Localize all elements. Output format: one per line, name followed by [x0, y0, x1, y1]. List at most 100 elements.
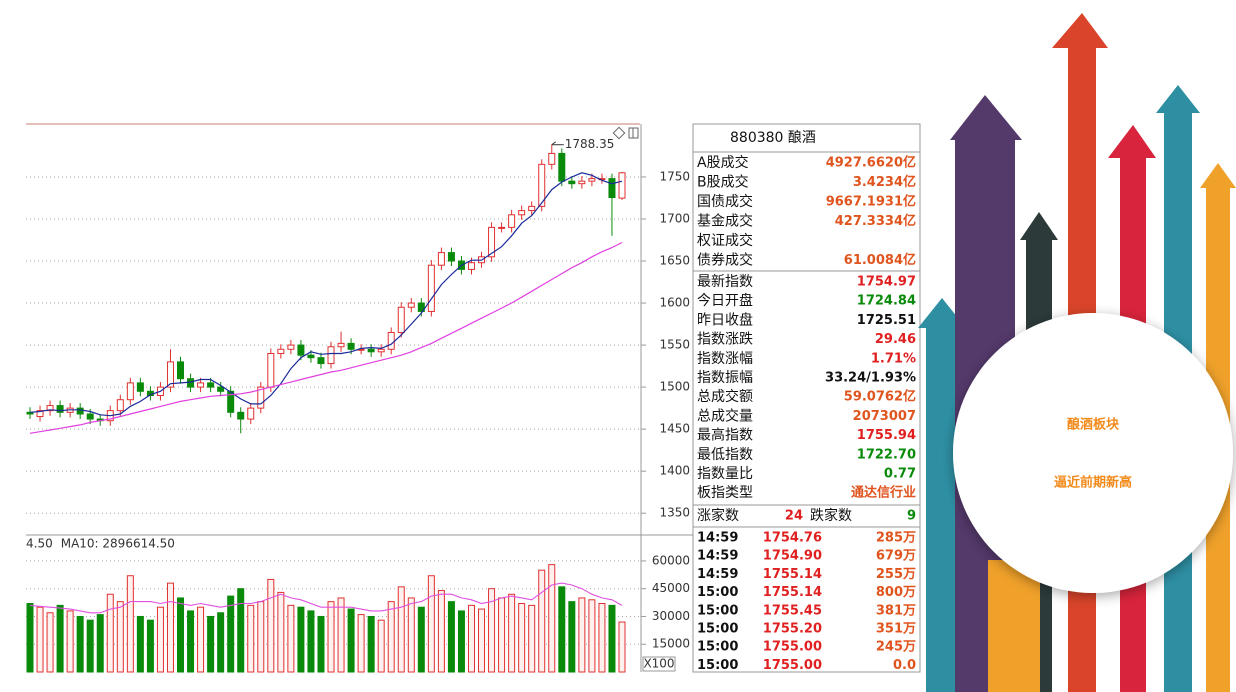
candle-body — [447, 252, 455, 262]
volume-bar — [508, 593, 516, 673]
row-label: 指数涨幅 — [697, 351, 753, 367]
volume-bar — [467, 604, 475, 673]
tick-volume: 255万 — [876, 567, 916, 582]
tick-volume: 351万 — [876, 622, 916, 637]
volume-bar — [447, 601, 455, 673]
volume-bar — [518, 603, 526, 673]
volume-bar — [618, 621, 626, 673]
row-label: 指数量比 — [697, 466, 753, 482]
annotation-arrow — [551, 141, 557, 146]
breadth-label: 涨家数 — [697, 507, 739, 524]
icon-diamond[interactable] — [612, 126, 626, 140]
row-label: 板指类型 — [697, 485, 753, 501]
candle-body — [558, 152, 566, 182]
y-tick-label: 1350 — [659, 506, 690, 520]
tick-price: 1754.76 — [763, 531, 822, 546]
volume-bar — [197, 606, 205, 673]
y-tick-label: 1450 — [659, 422, 690, 436]
candle-body — [177, 361, 185, 380]
volume-bar — [357, 614, 365, 673]
banner-circle — [953, 313, 1233, 593]
volume-bar — [287, 604, 295, 673]
row-value: 1.71% — [871, 351, 916, 366]
tick-time: 15:00 — [697, 658, 738, 673]
volume-bar — [277, 591, 285, 673]
tick-price: 1755.00 — [763, 658, 822, 673]
candle-body — [337, 342, 345, 348]
volume-bar — [377, 619, 385, 673]
candle-body — [257, 386, 265, 409]
candle-body — [327, 346, 335, 365]
candle-body — [528, 205, 536, 212]
volume-bar — [347, 608, 355, 673]
candle-body — [498, 226, 506, 229]
annotation: 1788.35 — [565, 137, 615, 151]
candle-body — [26, 411, 34, 415]
tick-volume: 679万 — [876, 549, 916, 564]
tick-time: 15:00 — [697, 640, 738, 655]
volume-bar — [227, 595, 235, 673]
candle-body — [568, 180, 576, 185]
axis-unit: X100 — [643, 657, 674, 671]
row-value: 61.0084亿 — [844, 252, 916, 268]
candle-body — [427, 264, 435, 312]
row-value: 1725.51 — [857, 313, 916, 328]
volume-bar — [578, 597, 586, 673]
row-label: 国债成交 — [697, 193, 753, 210]
volume-ma-line — [29, 582, 623, 614]
candle-body — [197, 382, 205, 388]
candle-body — [46, 405, 54, 412]
candle-body — [247, 407, 255, 420]
candle-body — [307, 354, 315, 359]
volume-bar — [46, 612, 54, 673]
volume-bar — [488, 588, 496, 673]
volume-bar — [457, 610, 465, 673]
volume-bar — [568, 601, 576, 673]
volume-bar — [116, 601, 124, 673]
candle-body — [347, 342, 355, 350]
volume-bar — [36, 606, 44, 673]
row-label: 最高指数 — [697, 427, 753, 444]
candle-body — [588, 178, 596, 182]
volume-bar — [166, 582, 174, 673]
tick-volume: 0.0 — [893, 658, 916, 673]
row-label: 昨日收盘 — [697, 311, 753, 328]
candle-body — [578, 180, 586, 185]
volume-bar — [427, 575, 435, 673]
candle-body — [377, 348, 385, 353]
tick-price: 1755.45 — [763, 603, 822, 618]
volume-bar — [608, 604, 616, 673]
volume-bar — [297, 606, 305, 673]
candle-body — [187, 378, 195, 388]
volume-bar — [387, 601, 395, 673]
volume-bar — [106, 593, 114, 673]
toolbar-icons[interactable] — [612, 126, 639, 140]
volume-bar — [146, 619, 154, 673]
volume-bar — [307, 610, 315, 673]
tick-volume: 285万 — [876, 531, 916, 546]
row-value: 2073007 — [853, 409, 916, 424]
volume-bar — [86, 619, 94, 673]
banner-line: 逼近前期新高 — [1054, 475, 1132, 491]
candle-body — [76, 407, 84, 415]
row-value: 1724.84 — [857, 294, 916, 309]
candle-body — [287, 344, 295, 350]
arrow — [918, 298, 966, 692]
volume-bar — [498, 597, 506, 673]
y-tick-label: 1550 — [659, 338, 690, 352]
legend-entry: 4.50 — [26, 537, 53, 551]
tick-volume: 800万 — [876, 585, 916, 600]
row-value: 427.3334亿 — [835, 213, 916, 229]
breadth-value: 24 — [785, 509, 803, 524]
volume-bar — [558, 586, 566, 673]
volume-bar — [588, 599, 596, 673]
candle-body — [407, 302, 415, 308]
candle-body — [538, 163, 546, 207]
row-value: 0.77 — [884, 467, 916, 482]
volume-bar — [156, 606, 164, 673]
row-value: 通达信行业 — [851, 485, 916, 501]
candle-body — [548, 152, 556, 165]
candle-body — [56, 405, 64, 413]
volume-bar — [187, 610, 195, 673]
row-value: 1754.97 — [857, 275, 916, 290]
